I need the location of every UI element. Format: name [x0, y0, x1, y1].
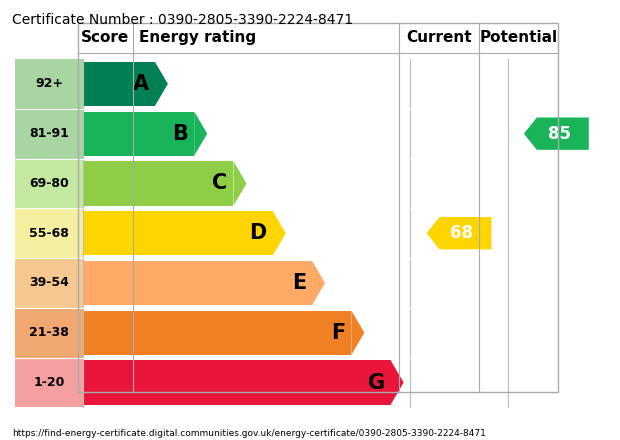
Text: 39-54: 39-54	[29, 276, 69, 290]
Text: 85: 85	[548, 125, 571, 143]
Bar	[83, 161, 234, 205]
Bar	[15, 208, 83, 258]
Text: C: C	[212, 173, 228, 194]
Text: G: G	[368, 373, 385, 392]
Text: 55-68: 55-68	[29, 227, 69, 240]
Text: 21-38: 21-38	[29, 326, 69, 339]
Polygon shape	[312, 261, 325, 305]
Text: 81-91: 81-91	[29, 127, 69, 140]
Bar	[83, 211, 273, 255]
Text: Certificate Number : 0390-2805-3390-2224-8471: Certificate Number : 0390-2805-3390-2224…	[12, 13, 353, 27]
Bar	[83, 360, 391, 405]
Text: A: A	[133, 74, 149, 94]
Bar	[15, 158, 83, 208]
Polygon shape	[234, 161, 247, 205]
Text: D: D	[250, 223, 267, 243]
Bar	[83, 62, 155, 106]
Text: F: F	[331, 323, 345, 343]
Text: Energy rating: Energy rating	[139, 30, 256, 45]
Text: B: B	[172, 124, 188, 143]
Bar	[15, 59, 83, 109]
Text: 69-80: 69-80	[29, 177, 69, 190]
Polygon shape	[155, 62, 168, 106]
Text: 92+: 92+	[35, 77, 63, 90]
Text: https://find-energy-certificate.digital.communities.gov.uk/energy-certificate/03: https://find-energy-certificate.digital.…	[12, 429, 486, 438]
Bar	[15, 109, 83, 158]
Bar	[15, 358, 83, 407]
Text: 68: 68	[450, 224, 474, 242]
Bar	[15, 308, 83, 358]
Text: 1-20: 1-20	[33, 376, 64, 389]
Text: E: E	[292, 273, 306, 293]
Bar	[83, 261, 312, 305]
Bar	[15, 258, 83, 308]
Polygon shape	[194, 112, 207, 156]
Text: Score: Score	[81, 30, 129, 45]
Bar	[83, 311, 352, 355]
Text: Current: Current	[406, 30, 472, 45]
Polygon shape	[524, 117, 589, 150]
Text: Potential: Potential	[479, 30, 557, 45]
Bar	[83, 112, 194, 156]
Polygon shape	[352, 311, 365, 355]
Polygon shape	[391, 360, 404, 405]
Polygon shape	[273, 211, 286, 255]
Polygon shape	[427, 217, 492, 249]
